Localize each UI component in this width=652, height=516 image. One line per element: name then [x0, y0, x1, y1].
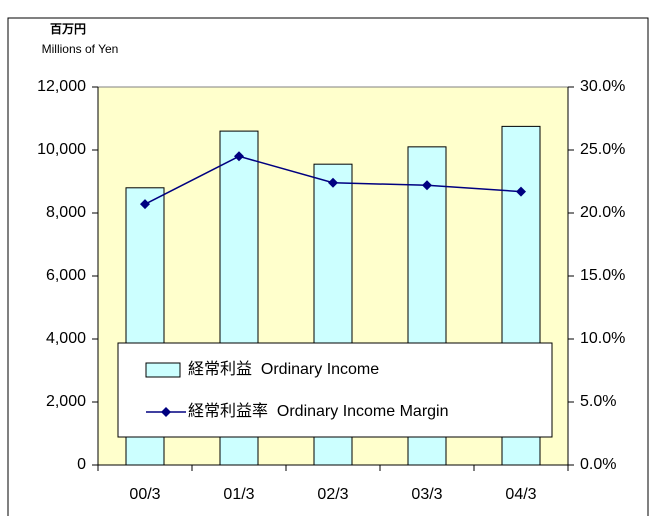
- y-tick-label: 4,000: [46, 330, 86, 347]
- legend-swatch: [161, 407, 171, 417]
- legend-label: 経常利益率 Ordinary Income Margin: [188, 402, 449, 420]
- line-marker: [422, 180, 432, 191]
- legend-label: 経常利益 Ordinary Income: [188, 360, 379, 378]
- y-tick-label: 2,000: [46, 393, 86, 410]
- y2-tick-label: 5.0%: [580, 393, 616, 410]
- y2-tick-label: 10.0%: [580, 330, 625, 347]
- y-tick-label: 10,000: [37, 141, 86, 158]
- legend-swatch: [145, 362, 181, 378]
- y2-tick-label: 20.0%: [580, 204, 625, 221]
- y2-tick-label: 25.0%: [580, 141, 625, 158]
- y-axis-label: Millions of Yen: [42, 42, 119, 56]
- y-tick-label: 0: [77, 456, 86, 473]
- y-unit-label: 百万円: [50, 22, 86, 36]
- y2-tick-label: 30.0%: [580, 78, 625, 95]
- x-tick-label: 01/3: [223, 486, 254, 503]
- y-tick-label: 6,000: [46, 267, 86, 284]
- x-tick-label: 00/3: [129, 486, 160, 503]
- y2-tick-label: 15.0%: [580, 267, 625, 284]
- chart-frame: [7, 17, 649, 516]
- x-tick-label: 03/3: [411, 486, 442, 503]
- line-marker: [140, 199, 150, 210]
- line-marker: [234, 151, 244, 162]
- x-tick-label: 04/3: [505, 486, 536, 503]
- x-tick-label: 02/3: [317, 486, 348, 503]
- line-marker: [516, 186, 526, 197]
- legend-box: [117, 342, 553, 438]
- y-tick-label: 8,000: [46, 204, 86, 221]
- y2-tick-label: 0.0%: [580, 456, 616, 473]
- y-tick-label: 12,000: [37, 78, 86, 95]
- line-marker: [328, 177, 338, 188]
